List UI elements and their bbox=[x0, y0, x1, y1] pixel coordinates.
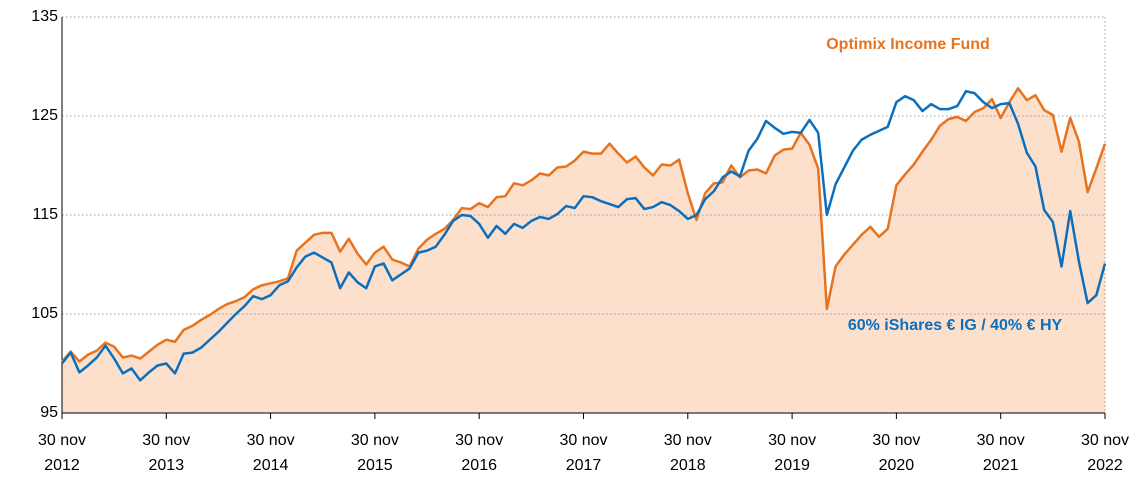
y-tick-label: 95 bbox=[40, 404, 58, 421]
x-tick-label: 30 nov 2012 bbox=[37, 432, 87, 474]
series-area bbox=[62, 88, 1105, 413]
x-tick-label: 30 nov 2015 bbox=[350, 432, 399, 474]
x-tick-label: 30 nov 2013 bbox=[142, 432, 191, 474]
x-tick-label: 30 nov 2016 bbox=[455, 432, 504, 474]
x-tick-label: 30 nov 2020 bbox=[872, 432, 921, 474]
x-tick-label: 30 nov 2014 bbox=[246, 432, 295, 474]
series-label: 60% iShares € IG / 40% € HY bbox=[848, 317, 1063, 334]
y-tick-label: 135 bbox=[31, 8, 58, 25]
series-line bbox=[61, 87, 1107, 363]
y-tick-label: 125 bbox=[31, 107, 58, 124]
x-tick-label: 30 nov 2021 bbox=[976, 432, 1025, 474]
x-tick-label: 30 nov 2019 bbox=[768, 432, 817, 474]
series-label: Optimix Income Fund bbox=[826, 36, 990, 53]
x-tick-label: 30 nov 2022 bbox=[1080, 432, 1130, 474]
series-line bbox=[61, 90, 1107, 382]
y-tick-label: 105 bbox=[31, 305, 58, 322]
x-tick-label: 30 nov 2017 bbox=[559, 432, 608, 474]
y-tick-label: 115 bbox=[32, 206, 58, 223]
x-tick-label: 30 nov 2018 bbox=[663, 432, 712, 474]
